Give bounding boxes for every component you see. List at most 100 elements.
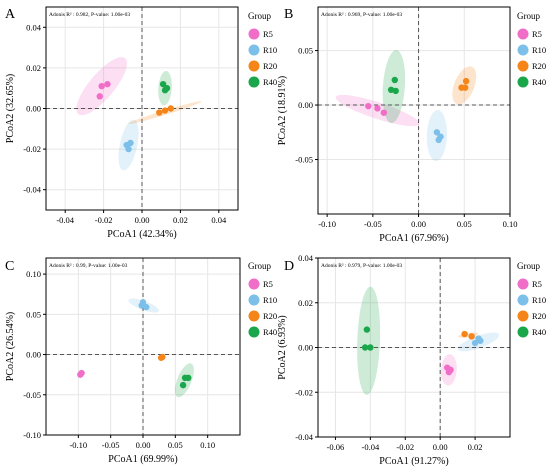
adonis-annotation: Adonis R² : 0.99, P-value: 1.00e-03	[49, 263, 128, 269]
x-tick-label: -0.10	[69, 440, 87, 450]
y-tick-label: -0.04	[23, 185, 41, 195]
panel-c: -0.10 -0.05 0.00 0.05 0.10 -0.10 -0.05 0.00 0.05…	[5, 257, 277, 465]
x-tick-label: 0.10	[503, 219, 518, 229]
data-point-r40	[392, 87, 399, 95]
panel-a: -0.04 -0.02 0.00 0.02 0.04 -0.04 -0.02 0.00 0.02…	[5, 6, 277, 240]
data-point-r10	[477, 337, 484, 344]
y-tick-label: 0.02	[26, 63, 41, 73]
y-tick-label: -0.02	[295, 387, 313, 397]
y-tick-label: 0.04	[26, 22, 42, 32]
x-tick-label: -0.05	[102, 440, 120, 450]
legend-marker-r40	[517, 76, 529, 88]
data-point-r40	[163, 85, 171, 92]
y-axis-label: PCoA2 (18.91%)	[277, 76, 288, 145]
plot-area	[318, 7, 510, 214]
x-tick-label: -0.04	[56, 215, 74, 225]
x-axis-label: PCoA1 (42.34%)	[107, 229, 176, 240]
data-point-r5	[104, 80, 111, 88]
legend-label-r10: R10	[263, 45, 277, 55]
x-tick-label: 0.00	[433, 442, 448, 452]
legend-label-r40: R40	[532, 77, 546, 87]
legend-label-r10: R10	[532, 45, 546, 55]
data-point-r20	[462, 77, 470, 85]
data-point-r5	[380, 109, 388, 116]
panel-letter: B	[284, 7, 293, 22]
confidence-ellipse-r10	[426, 109, 447, 162]
data-point-r10	[471, 339, 479, 347]
legend-marker-r10	[517, 44, 529, 56]
data-point-r40	[391, 76, 398, 84]
y-tick-label: 0.00	[298, 100, 313, 110]
legend-marker-r10	[517, 294, 529, 306]
x-tick-label: 0.05	[457, 219, 472, 229]
legend-marker-r10	[248, 294, 260, 306]
panel-letter: C	[5, 259, 14, 274]
y-axis-label: PCoA2 (26.54%)	[5, 312, 16, 381]
legend-label-r5: R5	[532, 29, 542, 39]
x-tick-label: 0.02	[468, 442, 483, 452]
y-tick-label: -0.05	[23, 390, 41, 400]
x-tick-label: 0.00	[135, 215, 150, 225]
x-tick-label: -0.06	[327, 442, 345, 452]
legend-marker-r5	[517, 28, 529, 40]
data-point-r40	[363, 326, 371, 333]
confidence-ellipse-r40	[357, 286, 381, 395]
x-tick-label: 0.10	[200, 440, 215, 450]
legend-label-r20: R20	[263, 311, 277, 321]
y-tick-label: -0.10	[23, 430, 41, 440]
legend-marker-r40	[517, 326, 529, 338]
x-tick-label: -0.10	[318, 219, 336, 229]
y-tick-label: 0.00	[298, 343, 313, 353]
legend-marker-r20	[517, 60, 529, 72]
y-axis-label: PCoA2 (32.65%)	[5, 74, 16, 143]
data-point-r20	[461, 330, 468, 338]
data-point-r40	[159, 80, 167, 88]
legend-label-r5: R5	[532, 279, 542, 289]
y-tick-label: 0.10	[26, 269, 41, 279]
x-tick-label: -0.05	[364, 219, 382, 229]
panel-letter: D	[284, 259, 294, 274]
y-axis-label: PCoA2 (6.93%)	[277, 315, 288, 379]
legend-title: Group	[248, 11, 271, 21]
x-tick-label: -0.02	[95, 215, 113, 225]
x-tick-label: 0.00	[136, 440, 151, 450]
y-tick-label: -0.05	[295, 155, 313, 165]
data-point-r40	[179, 381, 187, 389]
legend-label-r40: R40	[263, 77, 277, 87]
plot-frame	[317, 6, 511, 215]
data-point-r40	[367, 344, 374, 351]
legend-marker-r20	[517, 310, 529, 322]
data-point-r10	[437, 133, 444, 140]
legend-marker-r40	[248, 326, 260, 338]
legend: Group R5 R10 R20 R40	[517, 261, 546, 338]
legend-label-r5: R5	[263, 29, 273, 39]
legend-label-r40: R40	[263, 327, 277, 337]
legend-title: Group	[248, 261, 271, 271]
y-tick-label: 0.00	[26, 104, 41, 114]
legend-marker-r5	[517, 278, 529, 290]
x-tick-label: 0.05	[168, 440, 183, 450]
adonis-annotation: Adonis R² : 0.982, P-value: 1.00e-03	[49, 12, 130, 18]
data-point-r40	[361, 344, 369, 351]
legend-marker-r20	[248, 60, 260, 72]
y-tick-label: -0.04	[295, 432, 313, 442]
data-point-r5	[78, 369, 85, 377]
legend-marker-r10	[248, 44, 260, 56]
y-tick-label: 0.02	[298, 298, 313, 308]
data-point-r5	[374, 105, 381, 112]
legend-label-r5: R5	[263, 279, 273, 289]
data-point-r10	[123, 141, 130, 149]
legend: Group R5 R10 R20 R40	[248, 261, 277, 338]
y-tick-label: 0.04	[298, 253, 314, 263]
x-axis-label: PCoA1 (67.96%)	[379, 233, 448, 244]
y-tick-label: -0.02	[23, 144, 41, 154]
data-point-r5	[365, 102, 372, 110]
legend-label-r20: R20	[263, 61, 277, 71]
data-point-r20	[167, 105, 174, 112]
data-point-r5	[98, 82, 105, 90]
legend-label-r20: R20	[532, 61, 546, 71]
data-point-r10	[139, 299, 147, 306]
y-tick-label: 0.05	[298, 46, 313, 56]
data-point-r20	[468, 333, 475, 340]
